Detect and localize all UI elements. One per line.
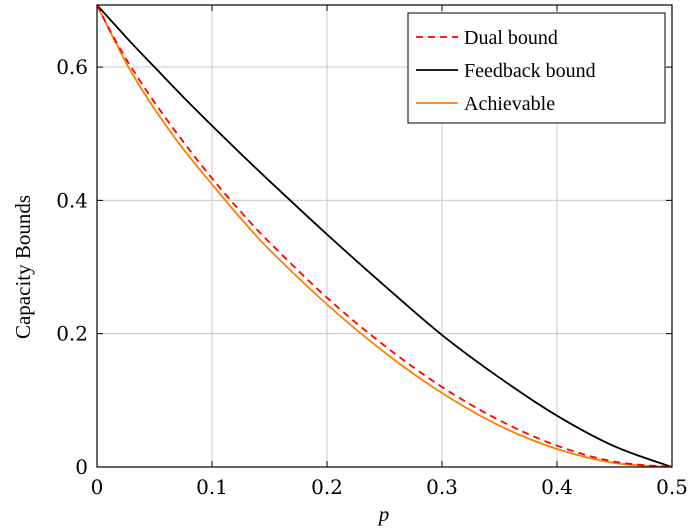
ticks: 0 0.1 0.2 0.3 0.4 0.5 0 0.2 0.4 0.6 [56, 5, 688, 499]
y-tick-label: 0 [75, 455, 88, 479]
series-line-achievable [96, 4, 673, 468]
plot-frame [96, 4, 673, 468]
legend-label-achievable: Achievable [464, 93, 555, 115]
x-tick-label: 0 [91, 475, 104, 499]
x-tick-label: 0.3 [426, 475, 458, 499]
y-tick-label: 0.4 [56, 188, 88, 212]
y-tick-label: 0.6 [56, 55, 88, 79]
x-tick-label: 0.1 [196, 475, 228, 499]
legend-label-dual-bound: Dual bound [464, 27, 558, 49]
y-tick-label: 0.2 [56, 322, 88, 346]
series-layer [96, 4, 673, 468]
x-tick-label: 0.4 [541, 475, 573, 499]
x-axis-title: p [377, 502, 390, 526]
x-tick-label: 0.5 [656, 475, 688, 499]
legend: Dual bound Feedback bound Achievable [407, 12, 666, 124]
y-axis-title: Capacity Bounds [11, 195, 35, 339]
legend-label-feedback-bound: Feedback bound [464, 60, 596, 82]
series-line-dual-bound [96, 4, 673, 468]
series-line-feedback-bound [96, 4, 673, 468]
x-tick-label: 0.2 [311, 475, 343, 499]
legend-box [407, 12, 666, 124]
